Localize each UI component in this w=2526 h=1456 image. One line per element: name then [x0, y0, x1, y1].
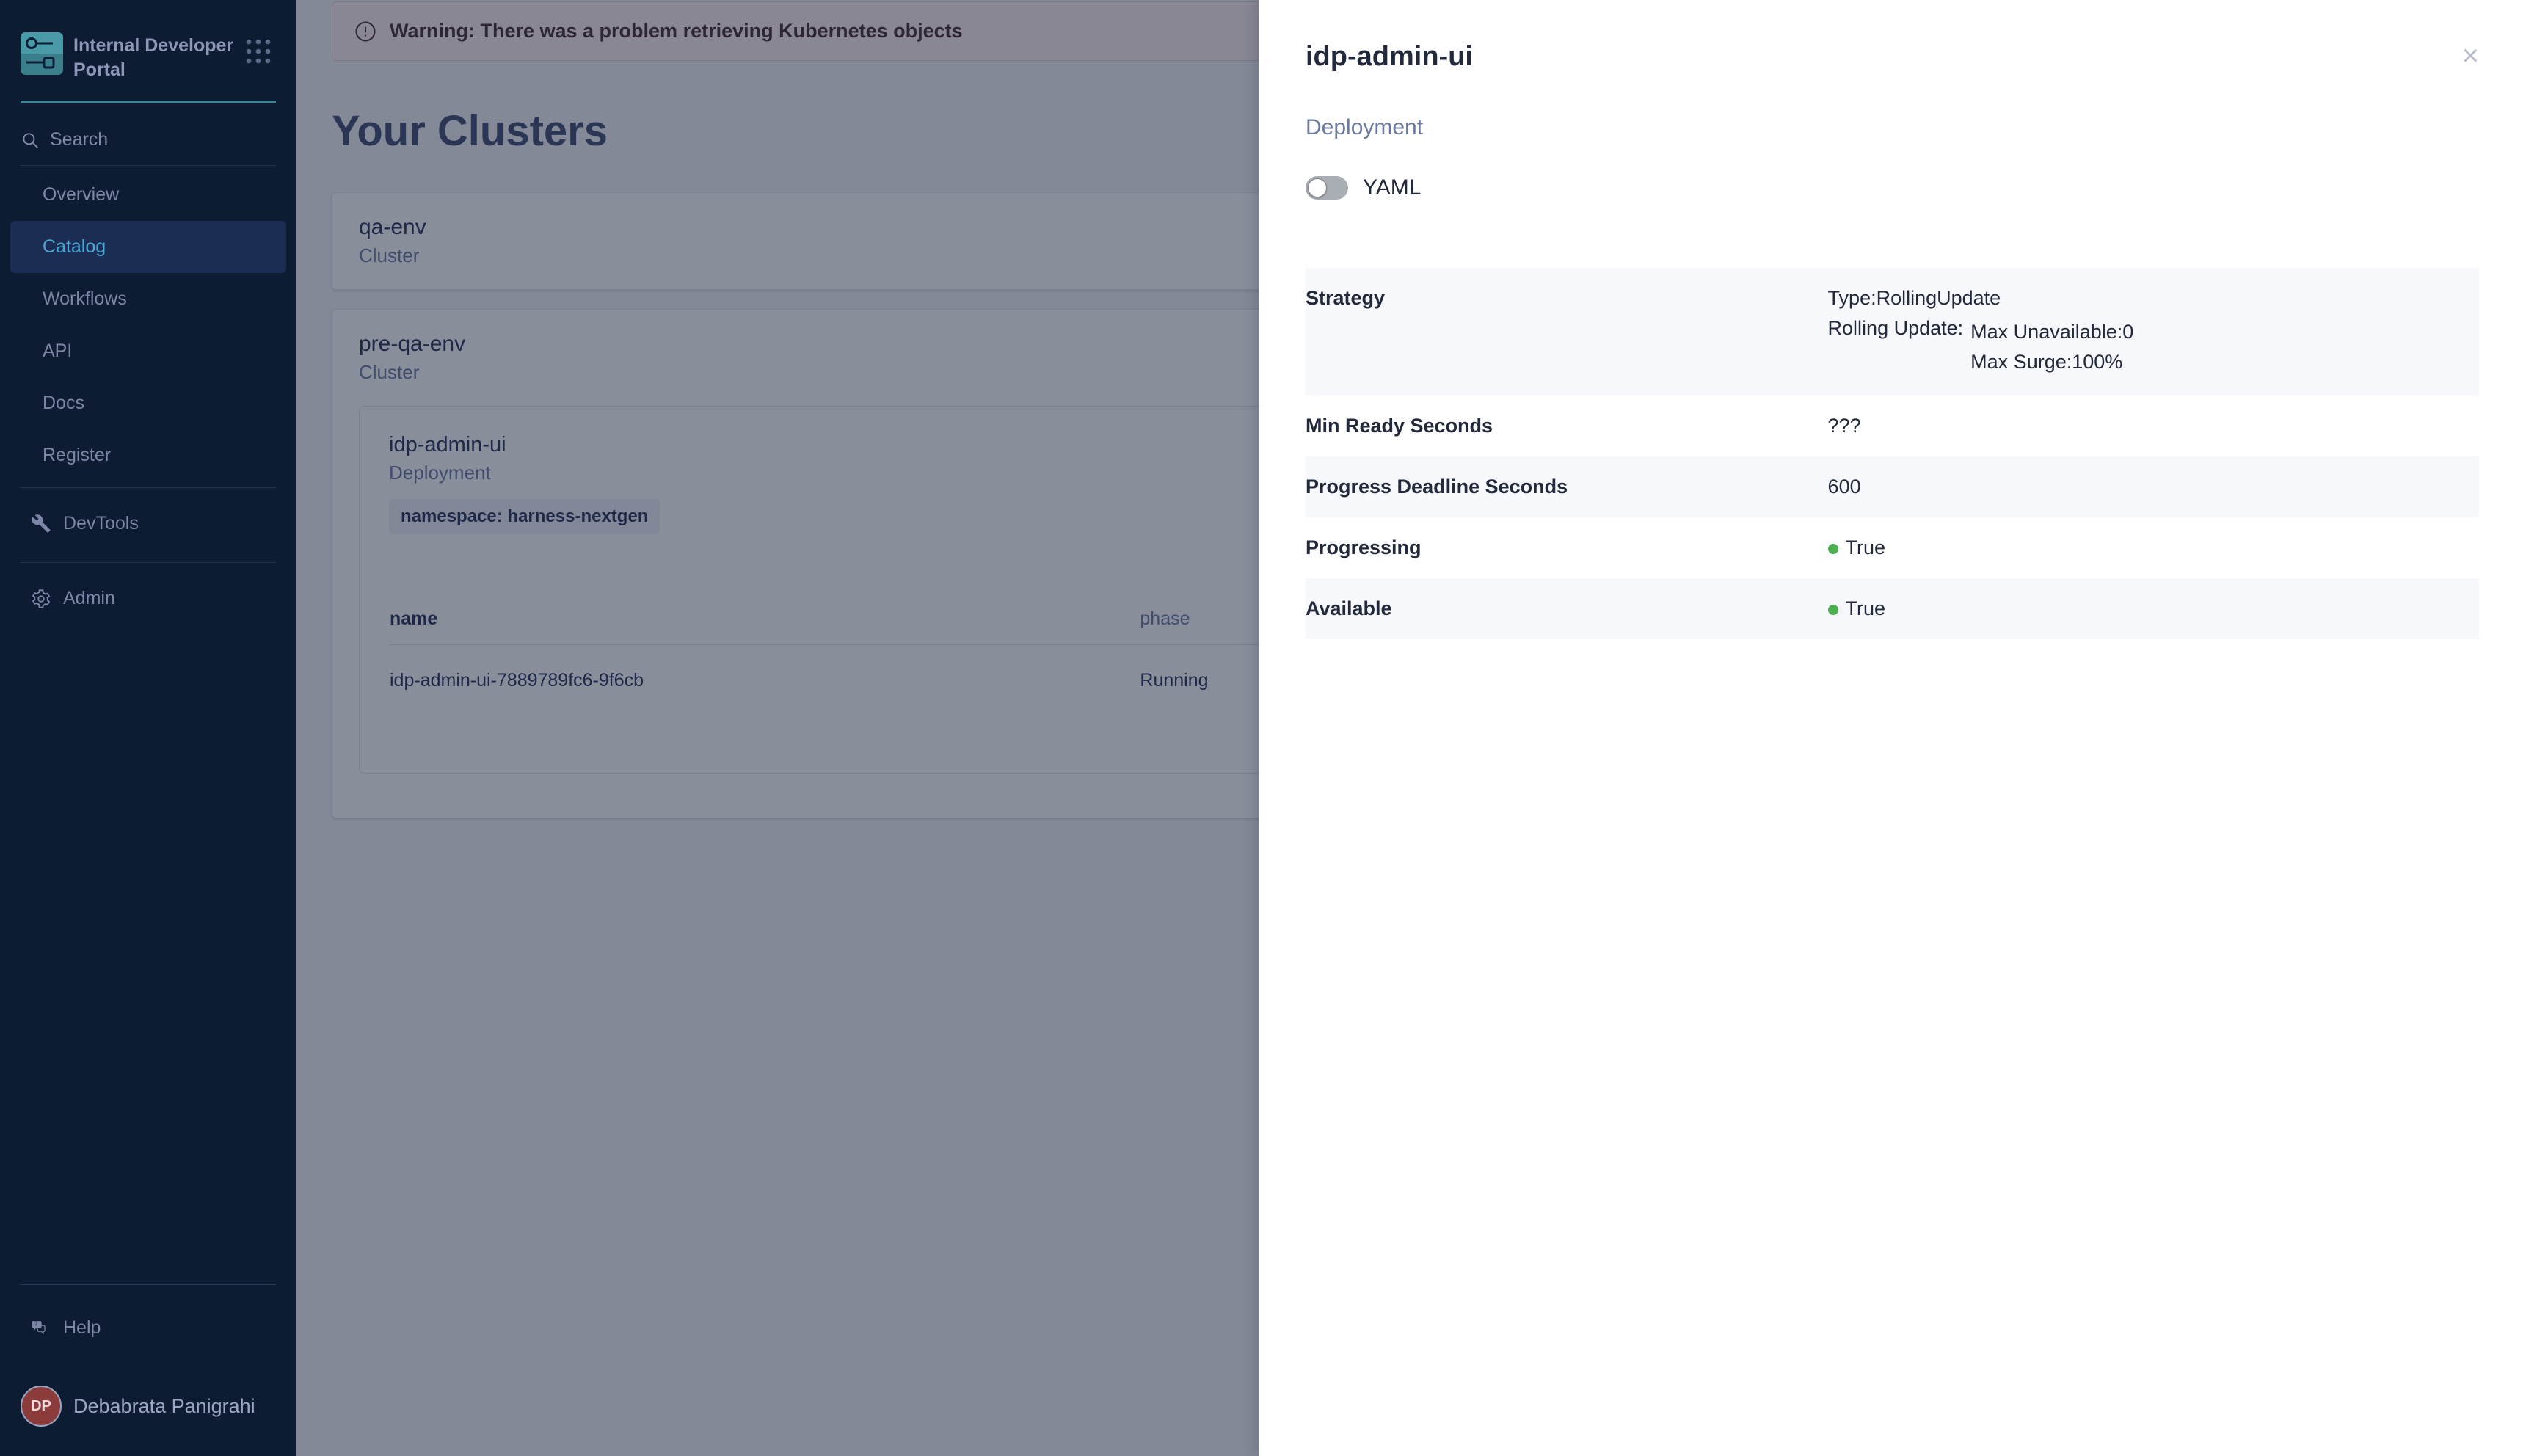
svg-text:?: ?	[34, 1320, 38, 1327]
